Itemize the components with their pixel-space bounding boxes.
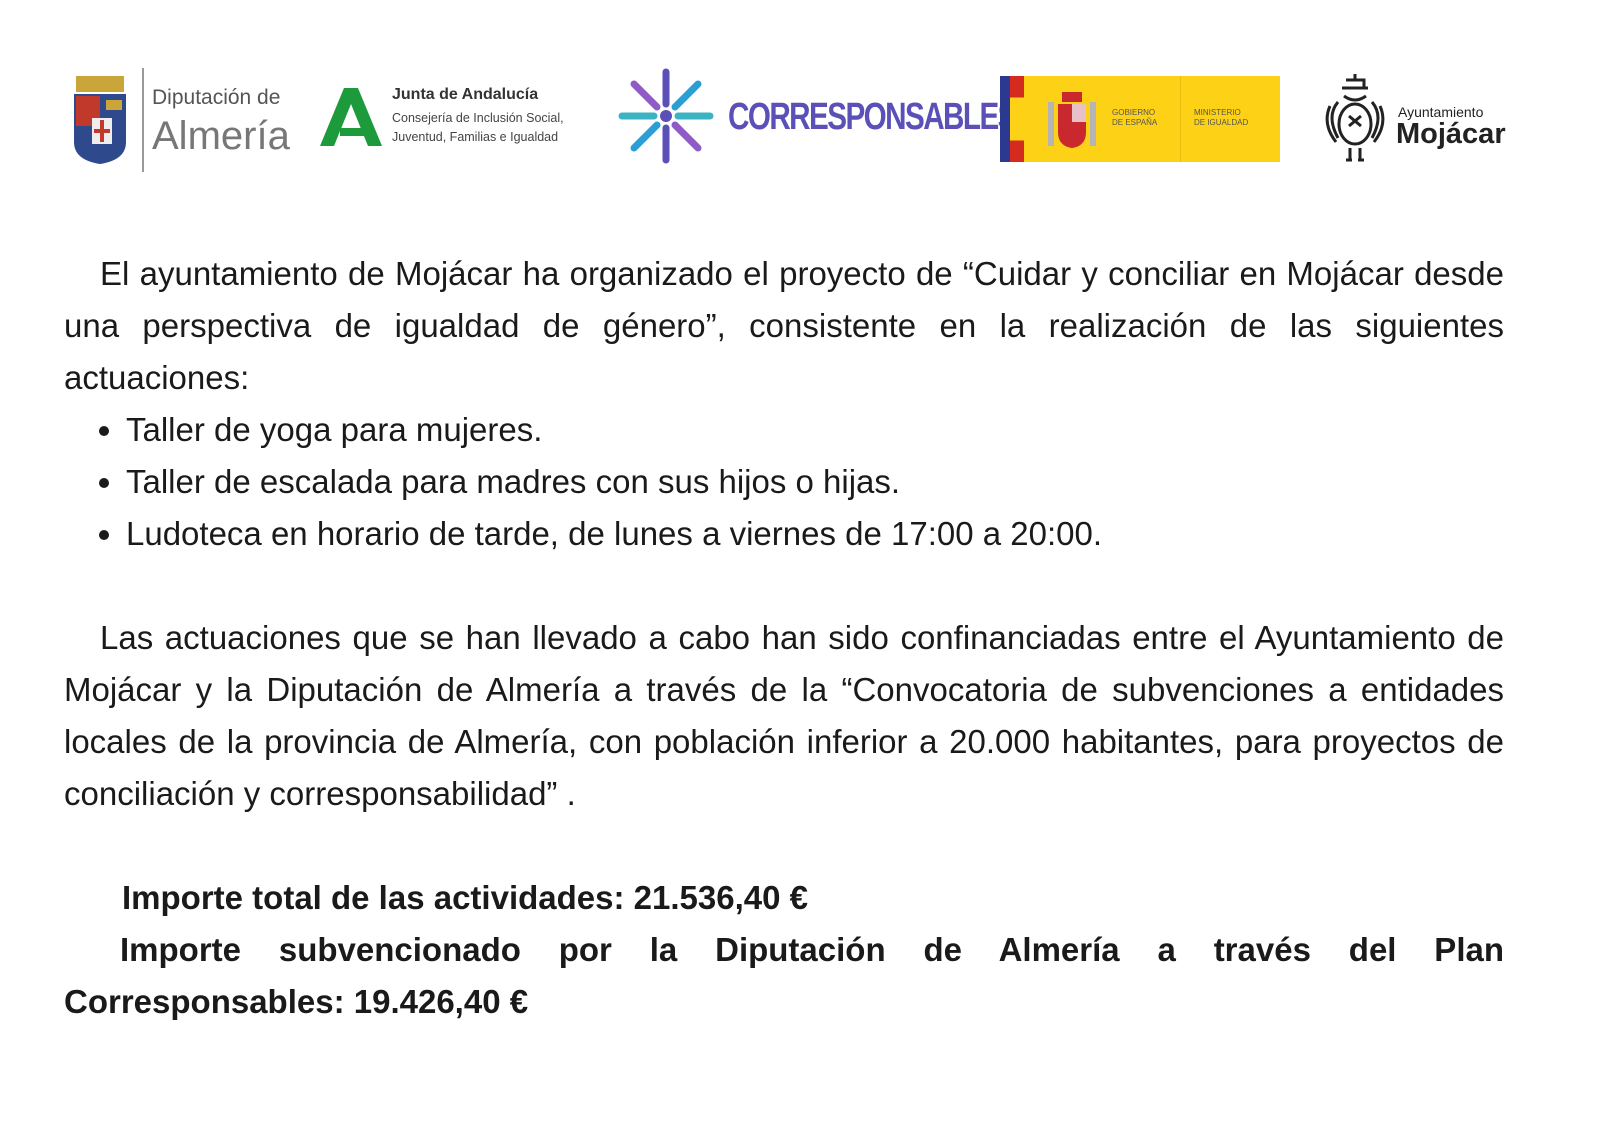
funding-paragraph: Las actuaciones que se han llevado a cab… <box>64 619 1504 812</box>
divider <box>142 68 144 172</box>
mojacar-emblem-icon <box>1325 74 1385 162</box>
list-item: Ludoteca en horario de tarde, de lunes a… <box>126 508 1504 560</box>
spain-coat-of-arms-icon <box>1048 92 1096 148</box>
logo-text: Ayuntamiento <box>1398 104 1484 120</box>
list-item: Taller de yoga para mujeres. <box>126 404 1504 456</box>
logo-text: Mojácar <box>1396 118 1506 150</box>
flag-stripe <box>1010 76 1024 162</box>
logo-text: Consejería de Inclusión Social, Juventud,… <box>392 111 564 144</box>
intro-paragraph: El ayuntamiento de Mojácar ha organizado… <box>64 255 1504 396</box>
logo-text: CORRESPONSABLES <box>728 96 1017 138</box>
logo-text: Junta de Andalucía <box>392 86 539 103</box>
logo-text: Almería <box>152 114 290 158</box>
logo-bar: Diputación de Almería Junta de Andalucía… <box>66 66 1506 176</box>
star-burst-icon <box>618 68 714 164</box>
eu-stripe <box>1000 76 1010 162</box>
logo-text: MINISTERIO DE IGUALDAD <box>1194 108 1249 127</box>
junta-andalucia-logo: Junta de Andalucía Consejería de Inclusi… <box>320 80 610 170</box>
subsidy-amount: Importe subvencionado por la Diputación … <box>64 931 1504 1020</box>
coat-of-arms-icon <box>74 76 126 164</box>
corresponsables-logo: CORRESPONSABLES <box>618 68 1017 168</box>
document-body: El ayuntamiento de Mojácar ha organizado… <box>64 248 1504 1028</box>
list-item: Taller de escalada para madres con sus h… <box>126 456 1504 508</box>
diputacion-almeria-logo: Diputación de Almería <box>66 66 306 176</box>
gobierno-espana-logo: GOBIERNO DE ESPAÑA MINISTERIO DE IGUALDAD <box>1000 76 1280 162</box>
total-amount: Importe total de las actividades: 21.536… <box>122 879 808 916</box>
divider <box>1180 76 1181 162</box>
junta-a-icon <box>320 88 382 146</box>
ayuntamiento-mojacar-logo: Ayuntamiento Mojácar <box>1322 72 1512 168</box>
logo-text: GOBIERNO DE ESPAÑA <box>1112 108 1158 127</box>
activities-list: Taller de yoga para mujeres. Taller de e… <box>64 404 1504 560</box>
logo-text: Diputación de <box>152 86 281 109</box>
